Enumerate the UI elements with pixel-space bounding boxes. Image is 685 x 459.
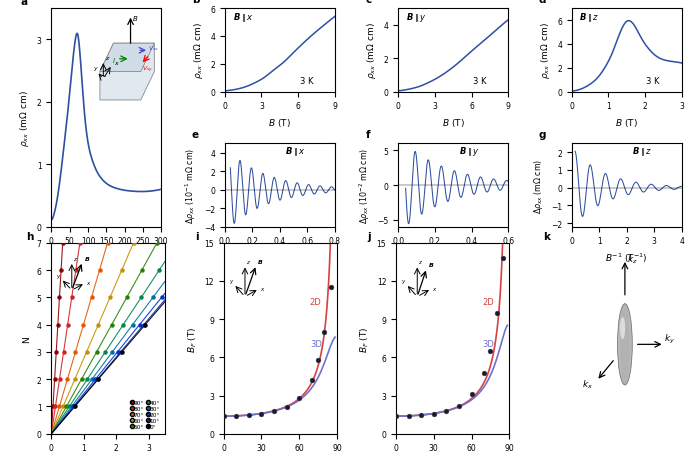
- Text: $\boldsymbol{B} \parallel x$: $\boldsymbol{B} \parallel x$: [232, 11, 253, 24]
- Ellipse shape: [621, 304, 630, 385]
- Y-axis label: $B_F$ (T): $B_F$ (T): [186, 325, 199, 352]
- Text: g: g: [539, 130, 547, 140]
- X-axis label: $B^{-1}$ (T$^{-1}$): $B^{-1}$ (T$^{-1}$): [606, 252, 648, 265]
- X-axis label: $B^{-1}$ (T$^{-1}$): $B^{-1}$ (T$^{-1}$): [432, 252, 475, 265]
- Text: $\boldsymbol{B} \parallel y$: $\boldsymbol{B} \parallel y$: [406, 11, 427, 24]
- X-axis label: $B$ (T): $B$ (T): [615, 117, 638, 129]
- Y-axis label: $\rho_{xx}$ (m$\Omega$ cm): $\rho_{xx}$ (m$\Omega$ cm): [192, 22, 205, 79]
- Ellipse shape: [617, 304, 632, 385]
- Ellipse shape: [618, 304, 632, 385]
- Ellipse shape: [620, 304, 630, 385]
- X-axis label: $T$ (K): $T$ (K): [95, 252, 118, 263]
- Y-axis label: $\Delta\rho_{xx}$ (10$^{-1}$ m$\Omega$ cm): $\Delta\rho_{xx}$ (10$^{-1}$ m$\Omega$ c…: [184, 147, 199, 224]
- X-axis label: $\beta$ (°): $\beta$ (°): [442, 458, 463, 459]
- Ellipse shape: [619, 304, 630, 385]
- Ellipse shape: [621, 304, 629, 385]
- Y-axis label: $\rho_{xx}$ (m$\Omega$ cm): $\rho_{xx}$ (m$\Omega$ cm): [538, 22, 551, 79]
- Text: 2D: 2D: [310, 297, 321, 306]
- Text: 3D: 3D: [310, 339, 322, 348]
- Ellipse shape: [617, 304, 632, 385]
- Ellipse shape: [619, 304, 631, 385]
- Ellipse shape: [619, 304, 630, 385]
- Ellipse shape: [620, 317, 625, 340]
- Text: j: j: [368, 231, 371, 241]
- Ellipse shape: [619, 304, 632, 385]
- Ellipse shape: [619, 304, 631, 385]
- Ellipse shape: [619, 304, 632, 385]
- Ellipse shape: [621, 304, 630, 385]
- Text: $k_x$: $k_x$: [582, 378, 593, 391]
- Y-axis label: N: N: [22, 335, 32, 342]
- Ellipse shape: [620, 304, 630, 385]
- Text: c: c: [365, 0, 372, 6]
- Text: 3 K: 3 K: [299, 77, 313, 86]
- Ellipse shape: [617, 304, 632, 385]
- Y-axis label: $\rho_{xx}$ (m$\Omega$ cm): $\rho_{xx}$ (m$\Omega$ cm): [365, 22, 378, 79]
- Ellipse shape: [620, 304, 630, 385]
- Text: k: k: [543, 231, 550, 241]
- X-axis label: $B^{-1}$ (T$^{-1}$): $B^{-1}$ (T$^{-1}$): [258, 252, 301, 265]
- Text: b: b: [192, 0, 199, 6]
- Ellipse shape: [618, 304, 632, 385]
- Ellipse shape: [620, 304, 630, 385]
- Ellipse shape: [619, 304, 631, 385]
- Text: $k_z$: $k_z$: [627, 252, 638, 265]
- Ellipse shape: [618, 304, 632, 385]
- Text: 3 K: 3 K: [473, 77, 486, 86]
- Text: $\boldsymbol{B} \parallel y$: $\boldsymbol{B} \parallel y$: [459, 145, 480, 158]
- Text: i: i: [195, 231, 199, 241]
- Text: 2D: 2D: [482, 297, 494, 306]
- Text: e: e: [192, 130, 199, 140]
- Ellipse shape: [621, 304, 629, 385]
- Text: $\boldsymbol{B} \parallel z$: $\boldsymbol{B} \parallel z$: [632, 145, 653, 158]
- Y-axis label: $B_F$ (T): $B_F$ (T): [358, 325, 371, 352]
- Text: a: a: [21, 0, 28, 7]
- Ellipse shape: [621, 304, 629, 385]
- Ellipse shape: [618, 304, 632, 385]
- Text: $\boldsymbol{B} \parallel x$: $\boldsymbol{B} \parallel x$: [285, 145, 306, 158]
- Legend: 90°, 80°, 70°, 60°, 50°, 40°, 30°, 20°, 10°, 0°: 90°, 80°, 70°, 60°, 50°, 40°, 30°, 20°, …: [129, 398, 162, 431]
- Ellipse shape: [618, 304, 632, 385]
- X-axis label: $B$ (T): $B$ (T): [269, 117, 291, 129]
- Text: h: h: [27, 231, 34, 241]
- Text: $\boldsymbol{B} \parallel z$: $\boldsymbol{B} \parallel z$: [580, 11, 600, 24]
- Ellipse shape: [619, 304, 631, 385]
- X-axis label: $\alpha$ (°): $\alpha$ (°): [270, 458, 291, 459]
- Ellipse shape: [619, 304, 631, 385]
- Text: 3D: 3D: [482, 339, 494, 348]
- Text: $k_y$: $k_y$: [664, 332, 675, 345]
- X-axis label: $B^{-1}$ (T$^{-1}$): $B^{-1}$ (T$^{-1}$): [87, 458, 129, 459]
- Ellipse shape: [618, 304, 632, 385]
- Text: d: d: [539, 0, 547, 6]
- Ellipse shape: [619, 304, 631, 385]
- Y-axis label: $\Delta\rho_{xx}$ (10$^{-2}$ m$\Omega$ cm): $\Delta\rho_{xx}$ (10$^{-2}$ m$\Omega$ c…: [358, 147, 372, 224]
- Y-axis label: $\rho_{xx}$ (m$\Omega$ cm): $\rho_{xx}$ (m$\Omega$ cm): [18, 90, 32, 146]
- X-axis label: $B$ (T): $B$ (T): [442, 117, 464, 129]
- Ellipse shape: [620, 304, 630, 385]
- Ellipse shape: [617, 304, 633, 385]
- Ellipse shape: [621, 304, 630, 385]
- Text: 3 K: 3 K: [647, 77, 660, 86]
- Y-axis label: $\Delta\rho_{xx}$ (m$\Omega$ cm): $\Delta\rho_{xx}$ (m$\Omega$ cm): [532, 158, 545, 213]
- Text: f: f: [365, 130, 370, 140]
